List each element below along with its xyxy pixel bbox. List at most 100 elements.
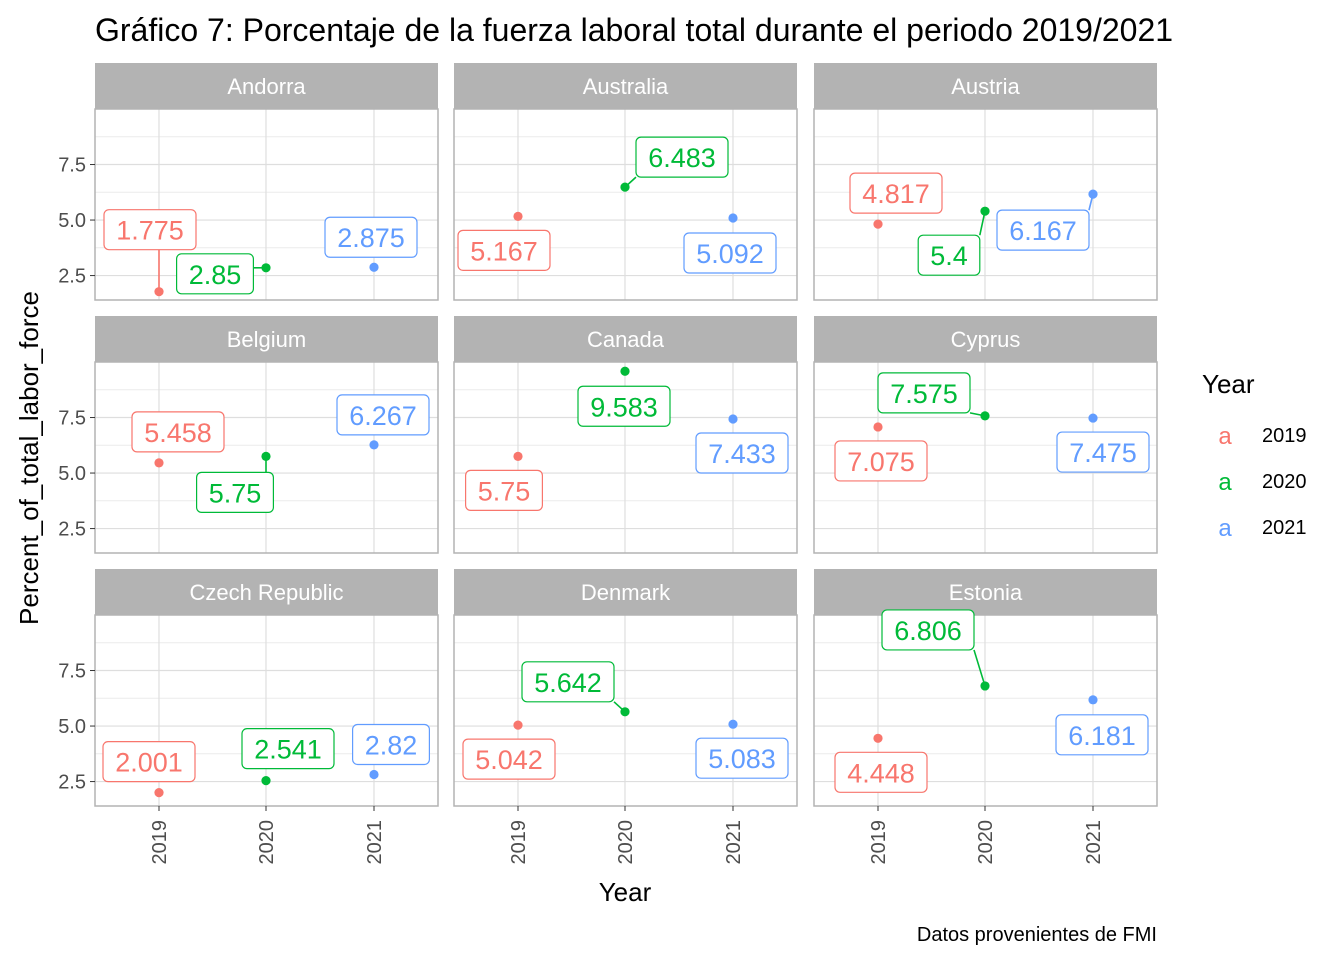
label-box bbox=[131, 411, 225, 453]
data-point-2019 bbox=[154, 458, 164, 468]
label-box bbox=[635, 136, 729, 178]
data-label: 2.85 bbox=[176, 253, 266, 295]
label-box bbox=[834, 751, 928, 793]
data-label: 5.75 bbox=[465, 469, 544, 511]
data-point-2021 bbox=[1088, 413, 1098, 423]
panel-border bbox=[813, 108, 1158, 301]
data-point-2019 bbox=[873, 733, 883, 743]
data-point-2019 bbox=[513, 211, 523, 221]
facet-strip bbox=[454, 569, 797, 615]
facet-panel-austria: Austria 4.817 5.4 6.167 bbox=[813, 63, 1158, 301]
label-text: 4.448 bbox=[847, 758, 915, 788]
data-point-2021 bbox=[728, 213, 738, 223]
label-leader-line bbox=[973, 649, 986, 687]
data-label: 7.433 bbox=[695, 432, 789, 474]
y-axis-title: Percent_of_total_labor_force bbox=[14, 291, 44, 625]
data-point-2021 bbox=[1088, 189, 1098, 199]
label-text: 2.85 bbox=[189, 260, 242, 290]
x-tick-label: 2019 bbox=[149, 820, 171, 865]
data-point-2020 bbox=[261, 451, 271, 461]
label-text: 5.458 bbox=[144, 418, 212, 448]
x-tick-label: 2019 bbox=[868, 820, 890, 865]
legend-label-2019: 2019 bbox=[1262, 425, 1307, 447]
label-text: 5.042 bbox=[475, 745, 543, 775]
label-text: 6.806 bbox=[894, 616, 962, 646]
facet-strip-label: Czech Republic bbox=[189, 580, 343, 605]
y-tick-label: 5.0 bbox=[58, 210, 86, 232]
label-box bbox=[849, 172, 943, 214]
label-text: 2.875 bbox=[337, 223, 405, 253]
legend-label-2020: 2020 bbox=[1262, 471, 1307, 493]
data-label: 5.4 bbox=[917, 210, 986, 276]
data-label: 6.483 bbox=[624, 136, 729, 188]
facet-strip-label: Belgium bbox=[227, 327, 306, 352]
data-point-2019 bbox=[154, 287, 164, 297]
label-text: 5.642 bbox=[534, 668, 602, 698]
y-tick-label: 2.5 bbox=[58, 772, 86, 794]
legend-label-2021: 2021 bbox=[1262, 517, 1307, 539]
caption: Datos provenientes de FMI bbox=[917, 924, 1157, 946]
data-label: 6.181 bbox=[1055, 714, 1149, 756]
data-label: 5.458 bbox=[131, 411, 225, 453]
facet-strip bbox=[95, 316, 438, 362]
label-box bbox=[881, 609, 975, 651]
data-point-2021 bbox=[369, 262, 379, 272]
label-box bbox=[336, 394, 430, 436]
label-box bbox=[457, 229, 551, 271]
facet-strip-label: Estonia bbox=[949, 580, 1023, 605]
x-axis-title: Year bbox=[599, 877, 652, 907]
facet-strip bbox=[814, 316, 1157, 362]
data-point-2021 bbox=[728, 719, 738, 729]
facet-panel-cyprus: Cyprus 7.075 7.575 7.475 bbox=[813, 316, 1158, 554]
data-point-2021 bbox=[1088, 695, 1098, 705]
facet-strip bbox=[814, 569, 1157, 615]
data-point-2020 bbox=[980, 681, 990, 691]
data-label: 7.475 bbox=[1056, 431, 1150, 473]
panel-border bbox=[813, 361, 1158, 554]
data-label: 5.092 bbox=[683, 232, 777, 274]
facet-panel-belgium: Belgium 2.5 5.0 7.5 5.458 5.75 6.267 bbox=[58, 316, 439, 554]
label-box bbox=[324, 216, 418, 258]
label-box bbox=[352, 723, 431, 766]
y-tick-label: 7.5 bbox=[58, 408, 86, 430]
data-point-2021 bbox=[369, 440, 379, 450]
label-text: 6.181 bbox=[1068, 721, 1136, 751]
label-box bbox=[877, 372, 971, 414]
data-point-2021 bbox=[369, 769, 379, 780]
label-box bbox=[241, 728, 335, 770]
data-label: 7.575 bbox=[877, 372, 986, 417]
label-text: 7.433 bbox=[708, 439, 776, 469]
facet-strip bbox=[454, 63, 797, 109]
x-tick-label: 2021 bbox=[364, 820, 386, 865]
label-box bbox=[683, 232, 777, 274]
label-box bbox=[102, 741, 196, 783]
x-tick-label: 2020 bbox=[975, 820, 997, 865]
data-label: 7.075 bbox=[834, 440, 928, 482]
facet-strip-label: Austria bbox=[951, 74, 1020, 99]
label-box bbox=[695, 737, 789, 779]
data-label: 1.775 bbox=[103, 209, 197, 292]
y-tick-label: 7.5 bbox=[58, 155, 86, 177]
data-label: 4.817 bbox=[849, 172, 943, 214]
y-tick-label: 5.0 bbox=[58, 463, 86, 485]
panel-border bbox=[453, 108, 798, 301]
facet-strip-label: Cyprus bbox=[951, 327, 1021, 352]
x-tick-label: 2021 bbox=[723, 820, 745, 865]
data-label: 6.806 bbox=[881, 609, 986, 687]
facet-panel-canada: Canada 5.75 9.583 7.433 bbox=[453, 316, 798, 554]
facet-strip-label: Canada bbox=[587, 327, 665, 352]
y-tick-label: 7.5 bbox=[58, 661, 86, 683]
x-tick-label: 2020 bbox=[615, 820, 637, 865]
data-point-2021 bbox=[728, 414, 738, 424]
panel-border bbox=[94, 361, 439, 554]
data-point-2020 bbox=[261, 776, 271, 786]
data-point-2019 bbox=[513, 451, 523, 461]
panel-border bbox=[94, 108, 439, 301]
legend-key-2021: a bbox=[1218, 515, 1232, 542]
label-box bbox=[695, 432, 789, 474]
facet-panel-australia: Australia 5.167 6.483 5.092 bbox=[453, 63, 798, 301]
data-point-2019 bbox=[513, 720, 523, 730]
chart-title: Gráfico 7: Porcentaje de la fuerza labor… bbox=[95, 12, 1173, 48]
